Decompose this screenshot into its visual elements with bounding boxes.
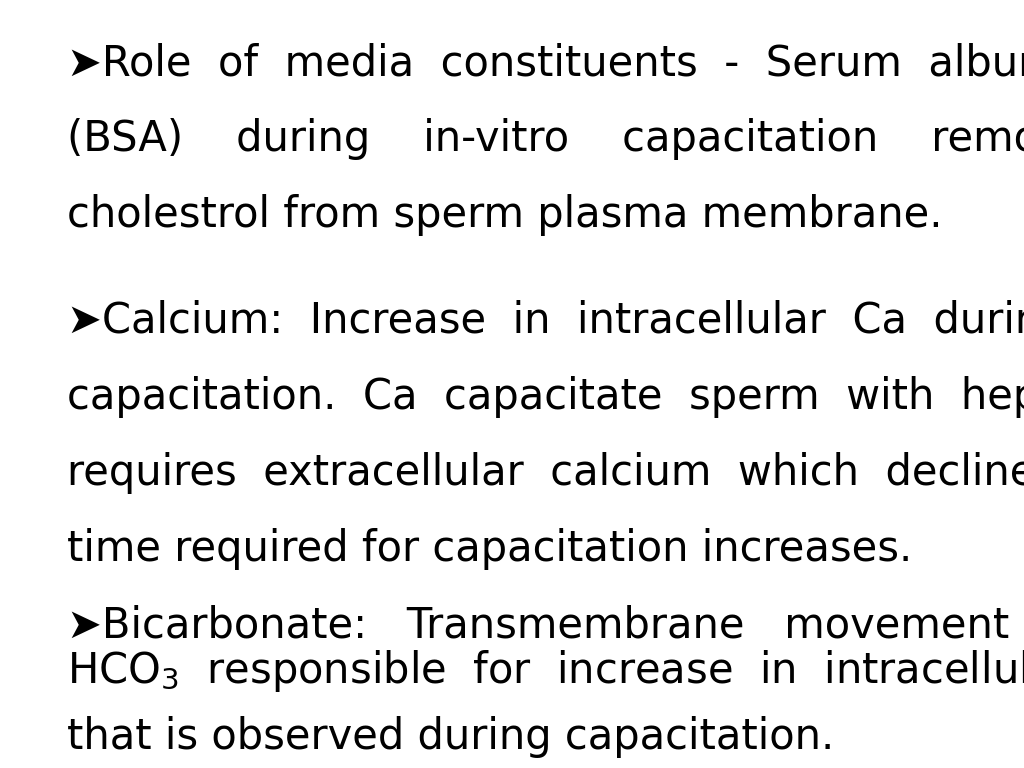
Text: time required for capacitation increases.: time required for capacitation increases…	[67, 528, 911, 570]
Text: (BSA)    during    in-vitro    capacitation    remove: (BSA) during in-vitro capacitation remov…	[67, 118, 1024, 160]
Text: that is observed during capacitation.: that is observed during capacitation.	[67, 716, 834, 758]
Text: cholestrol from sperm plasma membrane.: cholestrol from sperm plasma membrane.	[67, 194, 942, 236]
Text: requires  extracellular  calcium  which  decline  the: requires extracellular calcium which dec…	[67, 452, 1024, 494]
Text: ➤Calcium:  Increase  in  intracellular  Ca  during: ➤Calcium: Increase in intracellular Ca d…	[67, 300, 1024, 342]
Text: HCO$_3$  responsible  for  increase  in  intracellular  pH: HCO$_3$ responsible for increase in intr…	[67, 648, 1024, 694]
Text: ➤Bicarbonate:   Transmembrane   movement   of: ➤Bicarbonate: Transmembrane movement of	[67, 604, 1024, 646]
Text: capacitation.  Ca  capacitate  sperm  with  heparin: capacitation. Ca capacitate sperm with h…	[67, 376, 1024, 418]
Text: ➤Role  of  media  constituents  -  Serum  albumin: ➤Role of media constituents - Serum albu…	[67, 42, 1024, 84]
